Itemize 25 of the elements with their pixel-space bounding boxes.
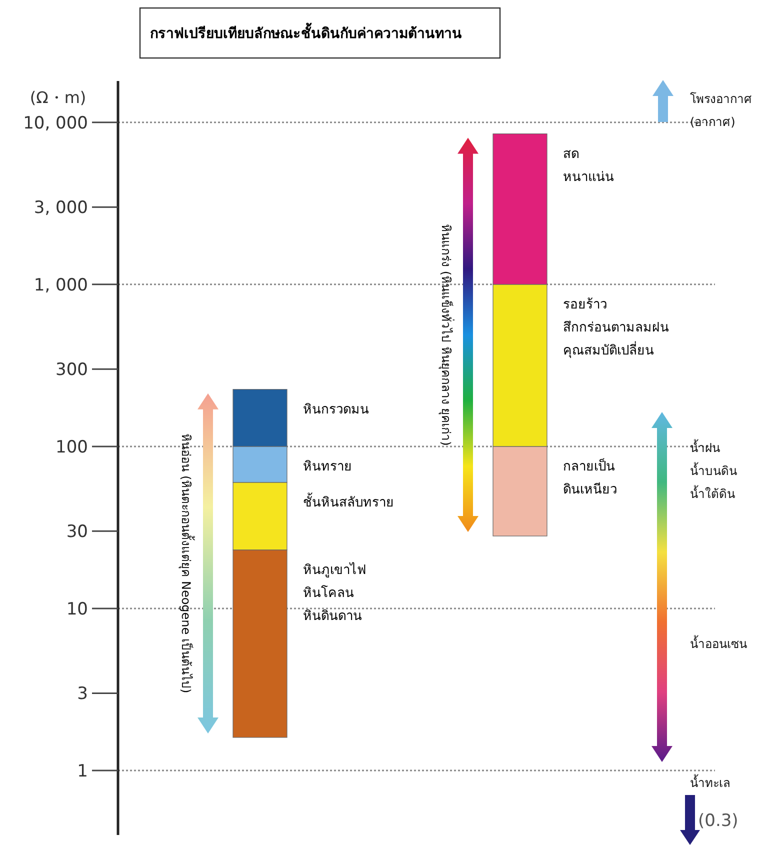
series-label: ชั้นหินสลับทราย <box>303 492 394 510</box>
annotation: น้ำฝน น้ำบนดิน น้ำใต้ดิน <box>690 439 737 501</box>
annotation: โพรงอากาศ (อากาศ) <box>690 92 752 129</box>
y-axis-title: (Ω・m) <box>30 88 86 107</box>
series-label: กลายเป็น ดินเหนียว <box>563 456 617 498</box>
annotation: หินอ่อน (หินตะกอนตั้งแต่ยุค Neogene เป็นต้นไป) <box>178 434 195 694</box>
y-tick-label: 10 <box>66 599 88 620</box>
y-tick-label: 30 <box>66 522 88 542</box>
y-tick-label: 100 <box>56 437 88 458</box>
annotation: หินแกร่ง (หินแข็งทั่วไป หินยุคกลาง ยุคเก่า) <box>438 224 455 446</box>
y-tick-label: 10, 000 <box>23 113 88 134</box>
series-label: รอยร้าว สึกกร่อนตามลมฝน คุณสมบัติเปลี่ยน <box>563 297 669 358</box>
y-tick-label: 1 <box>77 762 88 782</box>
y-tick-label: 1, 000 <box>34 275 88 296</box>
series-label: หินทราย <box>303 459 352 474</box>
y-tick-label: 3, 000 <box>34 198 88 218</box>
annotation: น้ำทะเล <box>690 774 730 790</box>
annotation: (0.3) <box>698 811 738 831</box>
chart-title: กราฟเปรียบเทียบลักษณะชั้นดินกับค่าความต้านทาน <box>150 22 462 42</box>
series-label: หินภูเขาไฟ หินโคลน หินดินดาน <box>303 562 366 624</box>
annotation: น้ำออนเซน <box>690 635 747 651</box>
series-label: สด หนาแน่น <box>563 146 614 185</box>
y-tick-label: 3 <box>77 684 88 704</box>
y-tick-label: 300 <box>56 360 88 380</box>
series-label: หินกรวดมน <box>303 402 369 418</box>
